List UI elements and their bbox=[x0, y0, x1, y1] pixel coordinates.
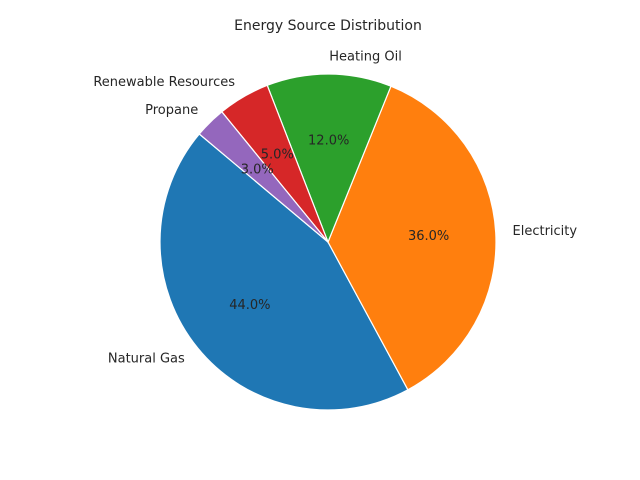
pie-slice-heating-oil bbox=[266, 73, 392, 244]
chart-title: Energy Source Distribution bbox=[234, 18, 422, 34]
slice-label-heating-oil: Heating Oil bbox=[329, 50, 402, 65]
slice-percent-natural-gas: 44.0% bbox=[229, 298, 270, 313]
pie-slices bbox=[159, 73, 497, 411]
pie-slice-natural-gas bbox=[159, 133, 409, 411]
slice-percent-electricity: 36.0% bbox=[408, 229, 449, 244]
slice-label-renewable-resources: Renewable Resources bbox=[93, 75, 235, 90]
pie-slice-electricity bbox=[327, 85, 497, 391]
pie-slice-propane bbox=[198, 110, 329, 243]
slice-percent-propane: 3.0% bbox=[241, 163, 274, 178]
slice-percent-heating-oil: 12.0% bbox=[308, 134, 349, 149]
slice-label-electricity: Electricity bbox=[513, 224, 578, 239]
pie-labels: Natural Gas 44.0% Electricity 36.0% Heating … bbox=[93, 50, 577, 367]
slice-label-propane: Propane bbox=[145, 103, 198, 118]
slice-percent-renewable-resources: 5.0% bbox=[261, 147, 294, 162]
slice-label-natural-gas: Natural Gas bbox=[108, 351, 185, 366]
